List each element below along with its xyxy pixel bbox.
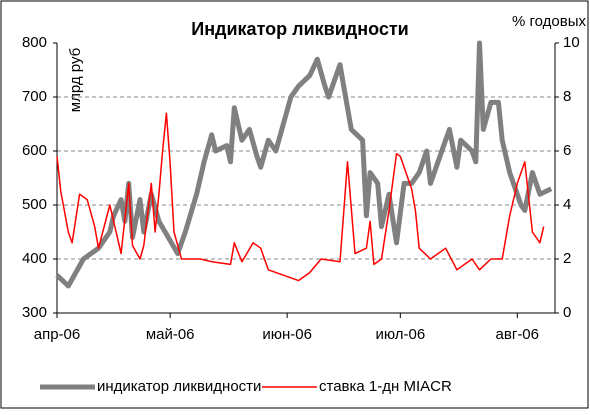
series-line [56, 112, 545, 282]
legend-label: ставка 1-дн MIACR [319, 378, 452, 395]
y2-tick-label: 0 [563, 304, 571, 321]
y-tick-label: 300 [22, 304, 47, 321]
y-tick-label: 500 [22, 196, 47, 213]
x-tick-label: авг-06 [496, 326, 539, 343]
series-line [55, 40, 553, 289]
x-tick-label: апр-06 [34, 326, 81, 343]
y-tick-label: 400 [22, 250, 47, 267]
y2-tick-label: 10 [563, 34, 580, 51]
y-axis-label: млрд руб [67, 48, 84, 112]
y2-axis-label: % годовых [512, 13, 587, 30]
x-tick-label: июн-06 [262, 326, 312, 343]
y-tick-label: 600 [22, 142, 47, 159]
y2-tick-label: 6 [563, 142, 571, 159]
x-tick-label: июл-06 [375, 326, 425, 343]
x-tick-label: май-06 [146, 326, 195, 343]
y2-tick-label: 2 [563, 250, 571, 267]
y-tick-label: 700 [22, 88, 47, 105]
y-tick-label: 800 [22, 34, 47, 51]
y2-tick-label: 4 [563, 196, 571, 213]
chart-title: Индикатор ликвидности [191, 19, 408, 39]
legend-label: индикатор ликвидности [97, 378, 261, 395]
y2-tick-label: 8 [563, 88, 571, 105]
